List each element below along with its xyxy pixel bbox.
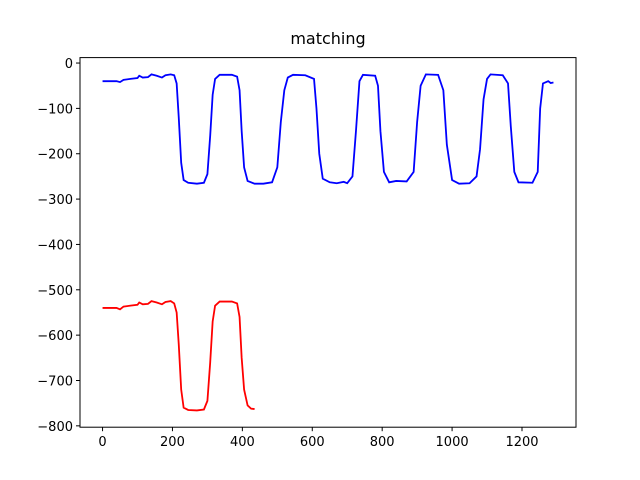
- y-tick-label: −700: [37, 374, 73, 389]
- chart-title: matching: [290, 29, 365, 48]
- y-tick-label: −500: [37, 284, 73, 299]
- y-tick-label: −100: [37, 102, 73, 117]
- series-line: [102, 300, 255, 412]
- x-tick-label: 1200: [505, 435, 538, 450]
- x-tick-label: 0: [98, 435, 106, 450]
- x-tick-label: 800: [370, 435, 395, 450]
- x-tick-label: 600: [300, 435, 325, 450]
- x-tick-label: 200: [160, 435, 185, 450]
- series-line: [102, 73, 554, 185]
- y-tick-label: −400: [37, 238, 73, 253]
- y-tick-label: 0: [65, 57, 73, 72]
- y-tick-label: −300: [37, 193, 73, 208]
- y-tick-label: −800: [37, 420, 73, 435]
- y-tick-label: −600: [37, 329, 73, 344]
- x-tick-label: 400: [230, 435, 255, 450]
- x-tick-label: 1000: [436, 435, 469, 450]
- y-tick-label: −200: [37, 148, 73, 163]
- plot-frame: [79, 57, 577, 428]
